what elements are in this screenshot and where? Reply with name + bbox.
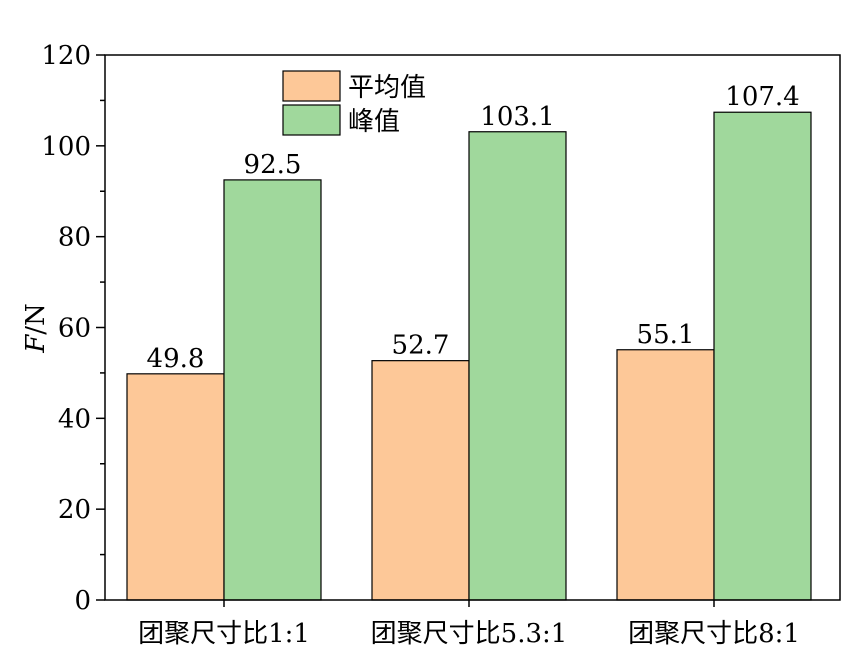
legend-label: 峰值 bbox=[348, 107, 400, 137]
y-axis: 0 20 40 60 80 100 120 bbox=[41, 41, 105, 616]
legend-label: 平均值 bbox=[348, 73, 426, 103]
value-labels: 49.8 92.5 52.7 103.1 55.1 107.4 bbox=[147, 82, 800, 374]
x-axis: 团聚尺寸比1:1 团聚尺寸比5.3:1 团聚尺寸比8:1 bbox=[138, 600, 800, 649]
y-tick-label: 40 bbox=[58, 404, 91, 434]
x-category-label: 团聚尺寸比1:1 bbox=[138, 619, 310, 649]
bar-value-label: 49.8 bbox=[147, 344, 205, 374]
bar-value-label: 107.4 bbox=[725, 82, 799, 112]
y-tick-label: 100 bbox=[41, 132, 91, 162]
bar bbox=[126, 373, 225, 601]
y-axis-label-italic: F bbox=[21, 334, 51, 354]
bars-group bbox=[126, 111, 812, 601]
bar-value-label: 103.1 bbox=[480, 102, 554, 132]
x-category-label: 团聚尺寸比8:1 bbox=[628, 619, 800, 649]
bar-value-label: 52.7 bbox=[392, 331, 450, 361]
y-tick-label: 80 bbox=[58, 223, 91, 253]
bar bbox=[371, 360, 470, 601]
bar bbox=[223, 179, 322, 601]
y-axis-label: F/N bbox=[21, 303, 51, 354]
y-tick-label: 20 bbox=[58, 495, 91, 525]
bar bbox=[713, 111, 812, 601]
bar-value-label: 92.5 bbox=[244, 150, 302, 180]
y-axis-label-unit: /N bbox=[21, 303, 51, 335]
x-category-label: 团聚尺寸比5.3:1 bbox=[371, 619, 568, 649]
bar bbox=[468, 131, 567, 601]
bar bbox=[616, 349, 715, 601]
bar-value-label: 55.1 bbox=[637, 320, 695, 350]
y-tick-label: 120 bbox=[41, 41, 91, 71]
legend-swatch bbox=[282, 70, 341, 102]
y-tick-label: 0 bbox=[74, 586, 91, 616]
y-tick-label: 60 bbox=[58, 314, 91, 344]
legend-swatch bbox=[282, 104, 341, 136]
